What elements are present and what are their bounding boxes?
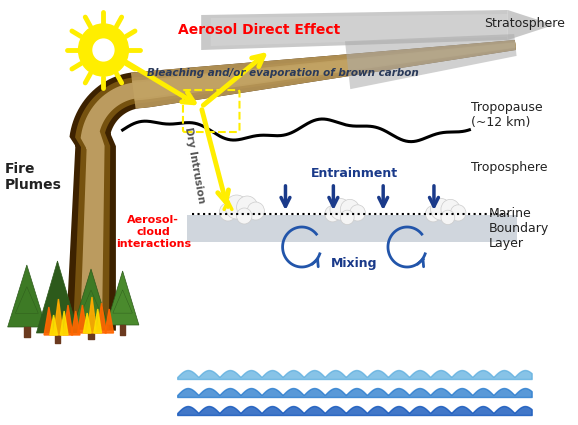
Polygon shape: [83, 313, 91, 333]
Polygon shape: [36, 261, 79, 333]
Polygon shape: [54, 299, 63, 335]
Text: Aerosol Direct Effect: Aerosol Direct Effect: [177, 23, 340, 37]
Text: Stratosphere: Stratosphere: [484, 17, 565, 29]
Circle shape: [236, 196, 258, 218]
Text: Aerosol-
cloud
interactions: Aerosol- cloud interactions: [116, 215, 191, 249]
Polygon shape: [105, 309, 113, 333]
Circle shape: [450, 205, 466, 221]
Circle shape: [247, 202, 264, 220]
Polygon shape: [63, 305, 73, 335]
Circle shape: [350, 205, 365, 221]
Polygon shape: [77, 305, 87, 333]
Text: Bleaching and/or evaporation of brown carbon: Bleaching and/or evaporation of brown ca…: [147, 68, 418, 78]
Polygon shape: [16, 287, 38, 313]
Circle shape: [431, 198, 451, 220]
Polygon shape: [45, 286, 70, 317]
Polygon shape: [73, 41, 516, 331]
Polygon shape: [94, 309, 102, 333]
Polygon shape: [44, 307, 54, 335]
Circle shape: [425, 206, 441, 222]
Polygon shape: [113, 290, 132, 313]
Polygon shape: [106, 271, 139, 325]
Text: Marine
Boundary
Layer: Marine Boundary Layer: [488, 207, 549, 249]
Polygon shape: [201, 10, 507, 50]
Circle shape: [441, 210, 455, 224]
Circle shape: [220, 203, 236, 221]
Text: Fire
Plumes: Fire Plumes: [5, 162, 62, 192]
Polygon shape: [345, 34, 517, 89]
Text: Tropopause
(~12 km): Tropopause (~12 km): [471, 101, 543, 129]
Polygon shape: [73, 269, 109, 329]
Text: Mixing: Mixing: [331, 257, 377, 269]
Polygon shape: [507, 10, 554, 40]
Circle shape: [441, 199, 460, 219]
Polygon shape: [60, 311, 68, 335]
Polygon shape: [66, 40, 516, 331]
Circle shape: [340, 210, 354, 224]
Text: Entrainment: Entrainment: [311, 167, 398, 179]
Circle shape: [79, 24, 128, 76]
Circle shape: [225, 195, 248, 219]
Circle shape: [93, 39, 114, 61]
Polygon shape: [80, 290, 102, 316]
Circle shape: [325, 206, 340, 222]
Text: Troposphere: Troposphere: [471, 161, 548, 173]
Polygon shape: [132, 42, 516, 101]
Polygon shape: [80, 43, 516, 330]
Polygon shape: [87, 297, 97, 333]
Text: Dry Intrusion: Dry Intrusion: [183, 126, 206, 204]
Circle shape: [236, 208, 252, 224]
Polygon shape: [187, 215, 517, 242]
Polygon shape: [211, 14, 507, 46]
Circle shape: [330, 198, 351, 220]
Polygon shape: [97, 303, 106, 333]
Polygon shape: [131, 40, 516, 109]
Polygon shape: [8, 265, 46, 327]
Circle shape: [340, 199, 360, 219]
Polygon shape: [71, 311, 80, 335]
Polygon shape: [50, 315, 57, 335]
